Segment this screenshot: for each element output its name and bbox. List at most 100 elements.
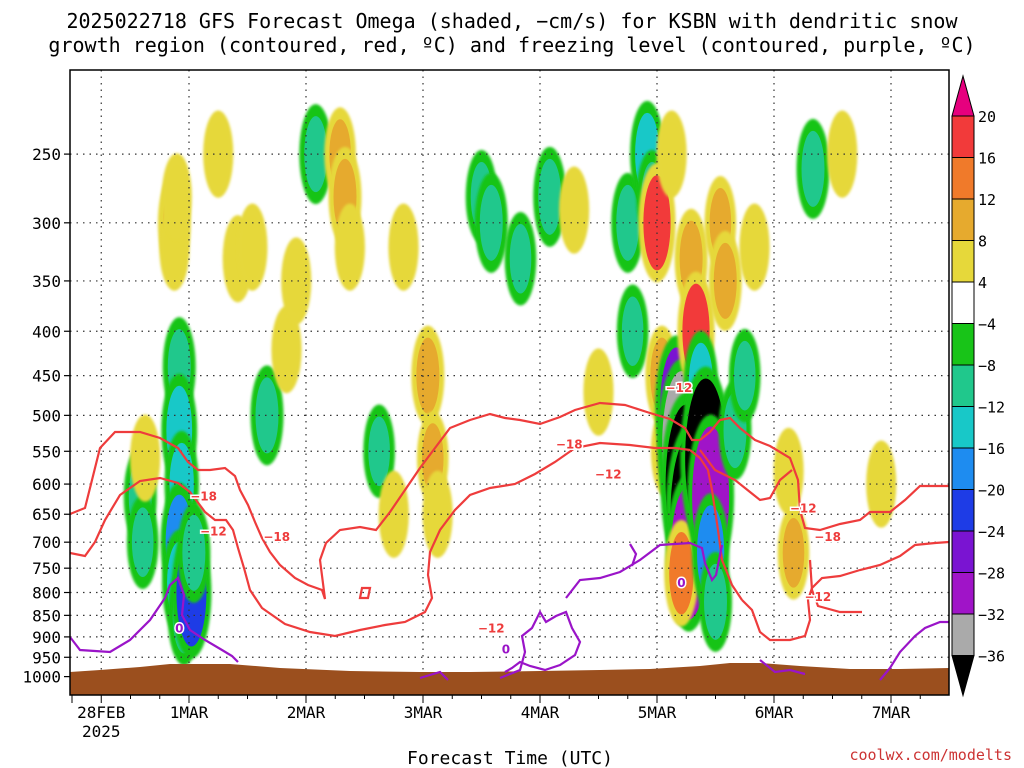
colorbar-tick-label: −4 — [978, 316, 996, 334]
colorbar-swatch — [951, 364, 975, 407]
omega-cell — [744, 215, 765, 279]
dgz-contour-minus18-a — [70, 401, 700, 600]
contour-labels: −18 −12 0 −18 −12 −18 −12 0 −12 −12 0 −18 −12 — [174, 380, 843, 658]
omega-cell — [276, 318, 297, 382]
freezing-contour-0-c — [499, 609, 582, 680]
omega-cell — [713, 242, 737, 319]
omega-cell — [166, 165, 187, 229]
y-tick-label: 1000 — [22, 668, 61, 687]
colorbar-swatch — [951, 157, 975, 200]
dgz-contour-minus12-a — [70, 441, 691, 638]
colorbar-tick-label: −12 — [978, 399, 1005, 417]
colorbar-tick-label: −20 — [978, 482, 1005, 500]
omega-cell — [339, 215, 360, 279]
y-tick-label: 350 — [32, 272, 61, 291]
y-tick-label: 550 — [32, 442, 61, 461]
contour-label: −18 — [263, 530, 290, 544]
chart-title-line2: growth region (contoured, red, ºC) and f… — [48, 33, 975, 57]
ground-fill — [70, 663, 949, 695]
omega-cell — [242, 215, 263, 279]
colorbar-legend: 20 16 12 8 4 −4 −8 −12 −16 −20 −24 −28 −32 −36 — [951, 74, 1005, 698]
x-tick-label: 28FEB — [77, 703, 125, 722]
plot-area: −18 −12 0 −18 −12 −18 −12 0 −12 −12 0 −18 −12 — [69, 69, 950, 696]
colorbar-swatch — [951, 198, 975, 241]
ground-terrain — [70, 663, 949, 695]
x-axis-label: Forecast Time (UTC) — [407, 748, 613, 768]
y-tick-label: 250 — [32, 145, 61, 164]
colorbar-tick-label: −32 — [978, 606, 1005, 624]
contour-label: −18 — [814, 530, 841, 544]
x-tick-label: 4MAR — [521, 703, 560, 722]
y-tick-label: 450 — [32, 367, 61, 386]
omega-cell — [871, 452, 892, 516]
omega-cell — [368, 416, 390, 487]
omega-cell — [669, 531, 694, 615]
freezing-contour-0-e — [629, 543, 638, 567]
y-tick-label: 900 — [32, 628, 61, 647]
omega-cell — [479, 184, 503, 261]
omega-cell — [801, 130, 825, 207]
chart-title-line1: 2025022718 GFS Forecast Omega (shaded, −… — [66, 9, 958, 33]
omega-shading — [123, 100, 897, 666]
y-tick-label: 600 — [32, 475, 61, 494]
dgz-contour-minus18-b — [699, 416, 949, 532]
x-tick-label: 6MAR — [755, 703, 794, 722]
colorbar-swatch — [951, 572, 975, 615]
colorbar-swatch — [951, 323, 975, 366]
colorbar-tick-label: −24 — [978, 523, 1005, 541]
omega-cell — [509, 223, 532, 294]
omega-cell — [182, 514, 206, 591]
x-tick-label: 5MAR — [638, 703, 677, 722]
x-tick-label: 2MAR — [287, 703, 326, 722]
grid-lines — [70, 70, 949, 695]
colorbar-swatch — [951, 240, 975, 283]
colorbar-swatch — [951, 613, 975, 656]
omega-cell — [704, 563, 727, 640]
y-tick-label: 700 — [32, 533, 61, 552]
omega-cell — [135, 426, 156, 490]
contour-lines — [70, 401, 949, 681]
y-axis: 250 300 350 400 450 500 550 600 650 700 750 800 850 9… — [22, 145, 70, 687]
omega-cell — [782, 517, 805, 588]
colorbar-swatch — [951, 489, 975, 532]
y-tick-label: 500 — [32, 406, 61, 425]
contour-label: −12 — [804, 590, 831, 604]
omega-cell — [621, 296, 644, 367]
x-tick-sublabel: 2025 — [82, 722, 121, 741]
y-tick-label: 400 — [32, 322, 61, 341]
colorbar-tick-label: 8 — [978, 233, 987, 251]
omega-cell — [383, 482, 404, 546]
omega-cell — [304, 116, 328, 193]
colorbar-tick-label: −8 — [978, 357, 996, 375]
omega-cell — [588, 360, 609, 424]
colorbar-bottom-arrow — [951, 655, 975, 698]
omega-cell — [538, 158, 562, 235]
omega-cell — [286, 249, 307, 313]
colorbar-swatch — [951, 530, 975, 573]
contour-label: −18 — [556, 437, 583, 451]
colorbar-tick-label: 16 — [978, 150, 996, 168]
x-tick-label: 3MAR — [404, 703, 443, 722]
contour-label: −12 — [790, 501, 817, 515]
omega-cell — [255, 377, 279, 454]
omega-cell — [661, 122, 682, 186]
colorbar-tick-label: 4 — [978, 274, 987, 292]
contour-label: −12 — [666, 381, 693, 395]
colorbar-swatch — [951, 281, 975, 324]
y-tick-label: 950 — [32, 648, 61, 667]
colorbar-tick-label: 20 — [978, 108, 996, 126]
contour-label: 0 — [175, 621, 183, 635]
colorbar-tick-label: −36 — [978, 648, 1005, 666]
omega-cell — [393, 215, 414, 279]
contour-label: −18 — [190, 489, 217, 503]
omega-cell — [616, 184, 640, 261]
omega-cell — [564, 178, 585, 242]
freezing-contour-0-f — [759, 659, 806, 676]
omega-cell — [733, 340, 756, 411]
credit-text: coolwx.com/modelts — [849, 746, 1012, 764]
freezing-contour-0-b — [419, 670, 449, 681]
y-tick-label: 750 — [32, 559, 61, 578]
x-tick-label: 1MAR — [170, 703, 209, 722]
colorbar-tick-label: 12 — [978, 191, 996, 209]
